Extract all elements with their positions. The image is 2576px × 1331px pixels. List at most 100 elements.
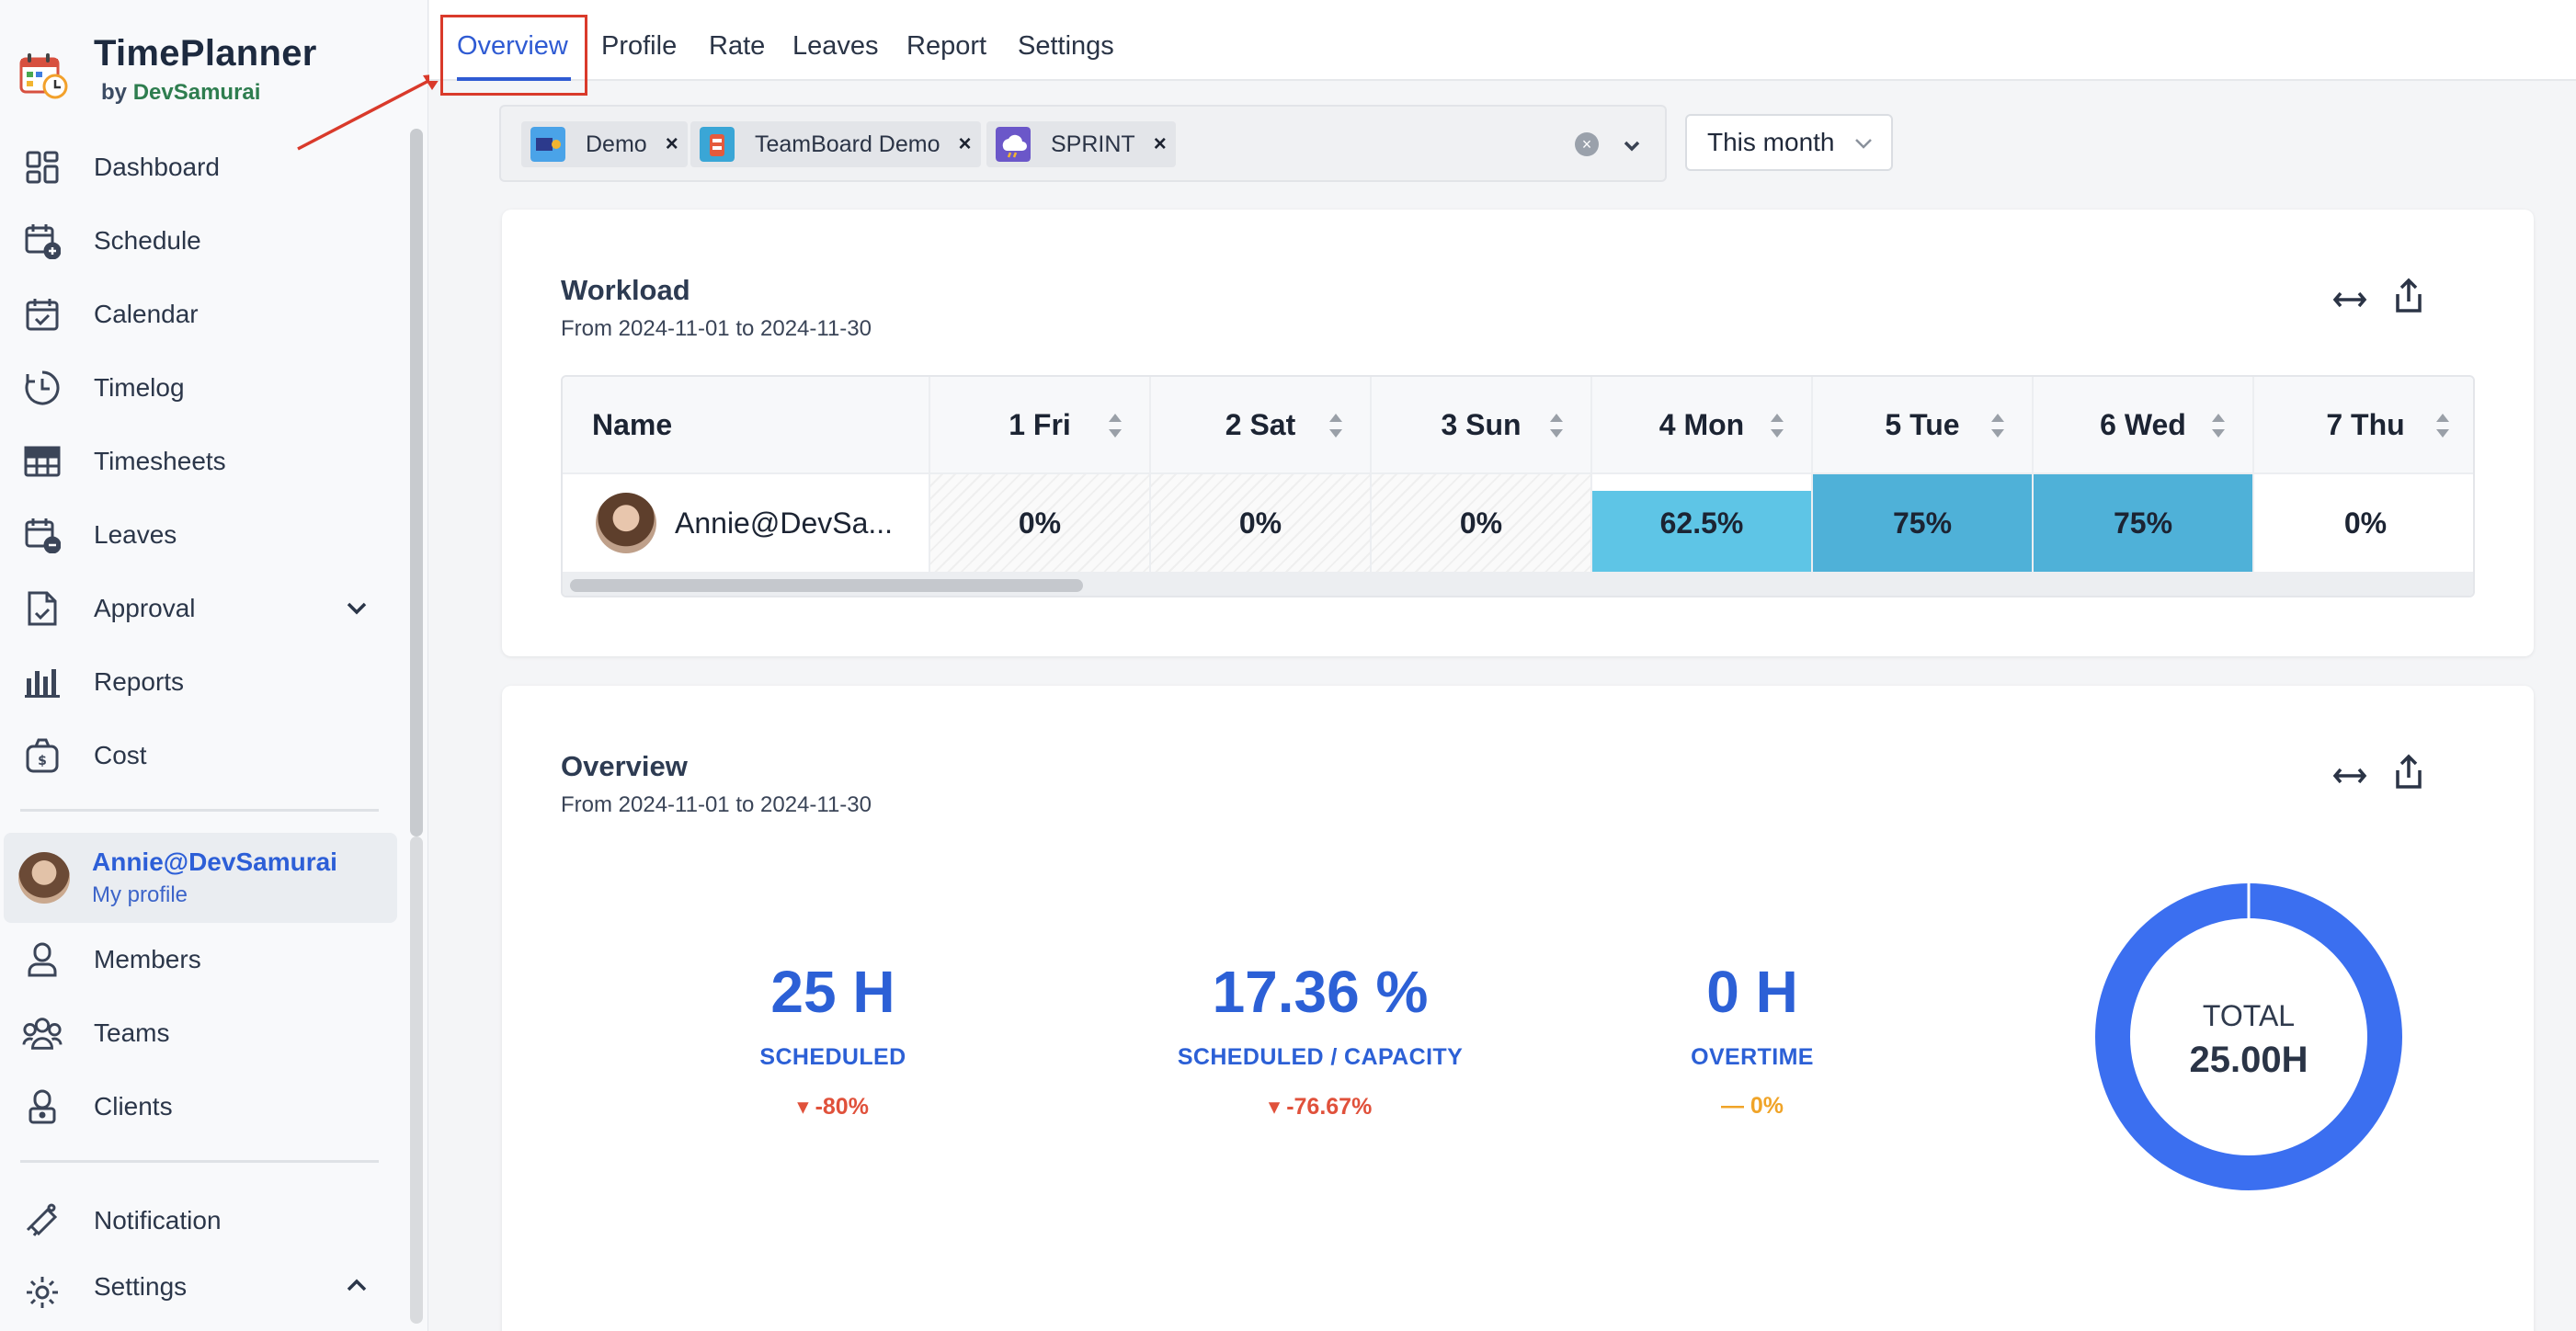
workload-cell[interactable]: 0%: [2254, 474, 2473, 572]
workload-cell[interactable]: 0%: [1372, 474, 1592, 572]
workload-bar: [1592, 491, 1811, 572]
member-cell[interactable]: Annie@DevSa...: [563, 474, 930, 572]
workload-title: Workload: [561, 274, 690, 306]
bar-chart-icon: [22, 662, 63, 702]
chevron-down-icon[interactable]: [1619, 132, 1645, 158]
project-chip-demo[interactable]: Demo ×: [521, 121, 688, 167]
donut-value: 25.00H: [2190, 1040, 2308, 1080]
project-filter[interactable]: Demo × TeamBoard Demo × SPRINT × ×: [499, 105, 1667, 182]
overview-range: From 2024-11-01 to 2024-11-30: [561, 792, 872, 817]
sidebar-profile[interactable]: Annie@DevSamurai My profile: [4, 833, 397, 923]
sort-icon[interactable]: [1989, 412, 2006, 439]
remove-chip-icon[interactable]: ×: [665, 131, 678, 156]
remove-chip-icon[interactable]: ×: [958, 131, 972, 156]
sidebar-item-dashboard[interactable]: Dashboard: [0, 131, 395, 204]
workload-table: Name 1 Fri 2 Sat 3 Sun 4 Mon 5 Tue 6 Wed…: [561, 375, 2475, 597]
period-select[interactable]: This month: [1685, 114, 1893, 171]
workload-cell[interactable]: 0%: [1151, 474, 1372, 572]
expand-horizontal-icon[interactable]: [2331, 757, 2368, 794]
avatar: [596, 493, 656, 553]
sidebar-divider: [20, 809, 379, 812]
sort-icon[interactable]: [1769, 412, 1785, 439]
stat-label: OVERTIME: [1691, 1044, 1814, 1070]
sidebar-item-members[interactable]: Members: [0, 923, 395, 996]
sidebar-item-timesheets[interactable]: Timesheets: [0, 425, 395, 498]
my-profile-link[interactable]: My profile: [92, 882, 188, 907]
workload-value: 75%: [1892, 506, 1953, 540]
tab-settings[interactable]: Settings: [1018, 31, 1114, 61]
column-header-day[interactable]: 6 Wed: [2034, 377, 2254, 472]
sidebar-item-label: Cost: [94, 741, 147, 769]
workload-bar: [2034, 474, 2252, 572]
sidebar-item-cost[interactable]: $ Cost: [0, 719, 395, 792]
project-chip-sprint[interactable]: SPRINT ×: [986, 121, 1176, 167]
sidebar-item-leaves[interactable]: Leaves: [0, 498, 395, 572]
workload-cell[interactable]: 75%: [2034, 474, 2254, 572]
workload-value: 0%: [1459, 506, 1503, 540]
tab-profile[interactable]: Profile: [601, 31, 678, 61]
svg-text:$: $: [38, 754, 47, 768]
tab-leaves[interactable]: Leaves: [792, 31, 879, 61]
stat-scheduled-capacity: 17.36 % SCHEDULED / CAPACITY ▾ -76.67%: [1090, 958, 1550, 1121]
table-scrollbar[interactable]: [570, 579, 1083, 592]
column-header-day[interactable]: 3 Sun: [1372, 377, 1592, 472]
sidebar-item-reports[interactable]: Reports: [0, 645, 395, 719]
app-title: TimePlanner: [94, 33, 317, 74]
export-share-icon[interactable]: [2390, 278, 2427, 314]
sidebar-item-timelog[interactable]: Timelog: [0, 351, 395, 425]
chevron-up-icon[interactable]: [344, 1272, 370, 1298]
clear-all-icon[interactable]: ×: [1575, 132, 1599, 156]
sidebar-item-schedule[interactable]: Schedule: [0, 204, 395, 278]
sidebar-item-label: Teams: [94, 1018, 170, 1047]
workload-value: 0%: [1238, 506, 1282, 540]
remove-chip-icon[interactable]: ×: [1153, 131, 1167, 156]
workload-cell[interactable]: 75%: [1813, 474, 2034, 572]
project-chip-teamboard-demo[interactable]: TeamBoard Demo ×: [690, 121, 981, 167]
stat-value: 17.36 %: [1212, 959, 1429, 1025]
sidebar-item-label: Reports: [94, 667, 185, 696]
sidebar-item-label: Calendar: [94, 300, 199, 328]
sidebar-item-settings[interactable]: Settings: [0, 1257, 395, 1308]
sidebar-item-label: Approval: [94, 594, 196, 622]
timeplanner-logo-icon: [19, 53, 68, 99]
stat-label: SCHEDULED / CAPACITY: [1177, 1044, 1464, 1070]
column-header-day[interactable]: 5 Tue: [1813, 377, 2034, 472]
tab-overview[interactable]: Overview: [457, 31, 568, 61]
sort-icon[interactable]: [2210, 412, 2227, 439]
export-share-icon[interactable]: [2390, 754, 2427, 791]
sidebar-item-clients[interactable]: Clients: [0, 1070, 395, 1143]
column-header-day[interactable]: 7 Thu: [2254, 377, 2473, 472]
chevron-down-icon[interactable]: [344, 596, 370, 621]
stat-change: ▾ -80%: [797, 1094, 869, 1120]
tab-rate[interactable]: Rate: [709, 31, 766, 61]
sidebar-item-approval[interactable]: Approval: [0, 572, 395, 645]
client-lock-icon: [22, 1086, 63, 1127]
sort-icon[interactable]: [1107, 412, 1123, 439]
overview-title: Overview: [561, 750, 688, 782]
file-check-icon: [22, 588, 63, 629]
stat-overtime: 0 H OVERTIME — 0%: [1605, 958, 1899, 1120]
workload-range: From 2024-11-01 to 2024-11-30: [561, 316, 872, 341]
sort-icon[interactable]: [1328, 412, 1344, 439]
highlight-box: [440, 15, 587, 96]
brand[interactable]: TimePlanner by DevSamurai: [18, 33, 317, 106]
stat-scheduled: 25 H SCHEDULED ▾ -80%: [686, 958, 980, 1121]
app-byline: by DevSamurai: [101, 80, 261, 105]
workload-cell[interactable]: 62.5%: [1592, 474, 1813, 572]
column-header-name[interactable]: Name: [563, 377, 930, 472]
expand-horizontal-icon[interactable]: [2331, 281, 2368, 318]
table-row[interactable]: Annie@DevSa... 0% 0% 0% 62.5% 75% 75% 0%: [563, 474, 2473, 572]
column-header-day[interactable]: 1 Fri: [930, 377, 1151, 472]
column-header-day[interactable]: 2 Sat: [1151, 377, 1372, 472]
sidebar-item-notification[interactable]: Notification: [0, 1184, 395, 1257]
sidebar-scrollbar[interactable]: [410, 129, 423, 836]
team-icon: [22, 1013, 63, 1053]
sidebar-item-calendar[interactable]: Calendar: [0, 278, 395, 351]
column-header-day[interactable]: 4 Mon: [1592, 377, 1813, 472]
sort-icon[interactable]: [1548, 412, 1565, 439]
sidebar-item-teams[interactable]: Teams: [0, 996, 395, 1070]
sidebar-item-label: Leaves: [94, 520, 177, 549]
tab-report[interactable]: Report: [906, 31, 987, 61]
workload-cell[interactable]: 0%: [930, 474, 1151, 572]
sort-icon[interactable]: [2434, 412, 2451, 439]
